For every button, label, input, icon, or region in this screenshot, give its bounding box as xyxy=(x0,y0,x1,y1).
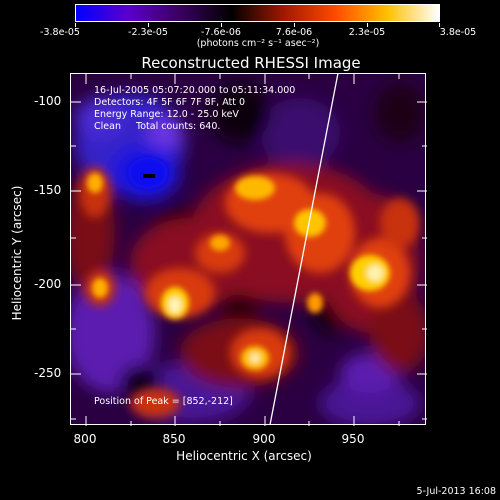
colorbar-tick-label: -3.8e-05 xyxy=(40,27,80,38)
x-tick-label: 950 xyxy=(341,432,365,446)
x-tick-label: 800 xyxy=(73,432,97,446)
colorbar-tick xyxy=(75,23,76,27)
colorbar-units: (photons cm⁻² s⁻¹ asec⁻²) xyxy=(196,38,320,49)
x-tick-label: 850 xyxy=(162,432,186,446)
colorbar-tick xyxy=(367,23,368,27)
colorbar-tick-label: -2.3e-05 xyxy=(128,27,168,38)
colorbar-tick-label: 2.3e-05 xyxy=(348,27,386,38)
solar-limb-line xyxy=(269,73,339,425)
min-marker xyxy=(143,174,155,178)
colorbar-tick xyxy=(439,23,440,27)
y-tick-label: -150 xyxy=(34,183,62,197)
rhessi-image: 16-Jul-2005 05:07:20.000 to 05:11:34.000… xyxy=(70,73,426,425)
info-clean-counts: Clean Total counts: 640. xyxy=(94,121,221,132)
footer-timestamp: 5-Jul-2013 16:08 xyxy=(416,486,496,497)
colorbar-tick xyxy=(294,23,295,27)
colorbar-tick xyxy=(148,23,149,27)
y-tick-label: -200 xyxy=(34,277,62,291)
info-peak-position: Position of Peak = [852,-212] xyxy=(94,396,233,407)
info-time-range: 16-Jul-2005 05:07:20.000 to 05:11:34.000 xyxy=(94,85,296,96)
x-axis-title: Heliocentric X (arcsec) xyxy=(176,449,312,463)
colorbar-tick-label: -7.6e-06 xyxy=(201,27,241,38)
y-tick-label: -100 xyxy=(34,94,62,108)
info-energy-range: Energy Range: 12.0 - 25.0 keV xyxy=(94,109,239,120)
colorbar xyxy=(75,4,440,22)
info-detectors: Detectors: 4F 5F 6F 7F 8F, Att 0 xyxy=(94,97,246,108)
colorbar-tick-label: 3.8e-05 xyxy=(439,27,477,38)
rhessi-image-map xyxy=(70,73,426,425)
y-tick-label: -250 xyxy=(34,366,62,380)
y-axis-title: Heliocentric Y (arcsec) xyxy=(10,185,24,321)
colorbar-tick xyxy=(221,23,222,27)
colorbar-tick-label: 7.6e-06 xyxy=(275,27,313,38)
x-tick-label: 900 xyxy=(252,432,276,446)
image-title: Reconstructed RHESSI Image xyxy=(141,54,361,72)
